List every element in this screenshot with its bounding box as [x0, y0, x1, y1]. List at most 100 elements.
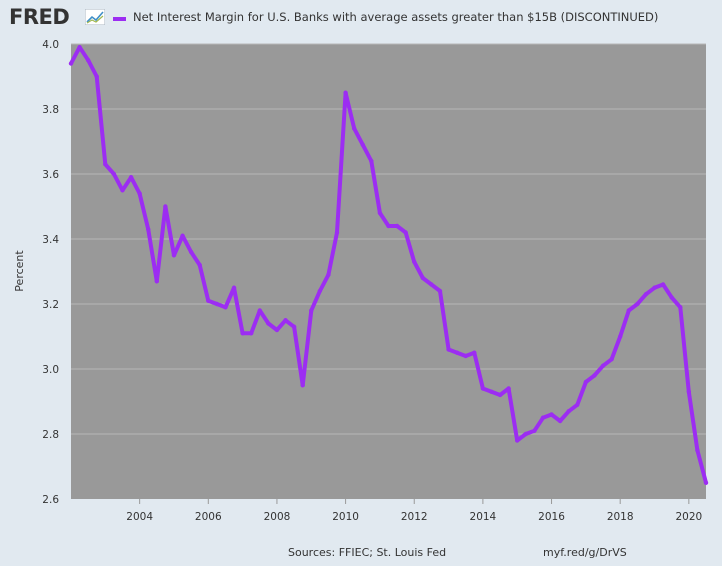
- y-tick-label: 3.8: [42, 104, 59, 116]
- data-point[interactable]: [429, 282, 434, 287]
- data-point[interactable]: [274, 327, 280, 333]
- data-point[interactable]: [515, 438, 520, 443]
- legend-swatch: [113, 17, 126, 21]
- data-point[interactable]: [600, 363, 606, 368]
- y-tick-label: 2.6: [42, 494, 59, 506]
- data-point[interactable]: [103, 162, 108, 167]
- data-point[interactable]: [403, 230, 408, 235]
- data-point[interactable]: [446, 347, 451, 352]
- data-point[interactable]: [420, 275, 426, 281]
- data-point[interactable]: [703, 480, 709, 485]
- data-point[interactable]: [472, 350, 477, 355]
- data-point[interactable]: [557, 418, 563, 424]
- data-point[interactable]: [360, 142, 365, 147]
- x-axis: 2004 2006 2008 2010 2012 2014 2016 2018 2020: [126, 499, 702, 523]
- gridlines: [71, 43, 706, 435]
- data-point[interactable]: [566, 409, 571, 414]
- data-point[interactable]: [68, 61, 74, 66]
- data-point[interactable]: [643, 292, 649, 297]
- data-point[interactable]: [223, 305, 228, 310]
- data-point[interactable]: [412, 259, 417, 264]
- data-point[interactable]: [660, 282, 666, 287]
- data-point[interactable]: [317, 288, 323, 294]
- data-point[interactable]: [171, 253, 177, 258]
- data-point[interactable]: [240, 331, 245, 336]
- data-point[interactable]: [617, 334, 623, 339]
- data-point[interactable]: [652, 285, 657, 290]
- chart-trend-icon: [85, 9, 105, 25]
- data-point[interactable]: [635, 301, 640, 307]
- data-point[interactable]: [669, 295, 674, 300]
- x-tick-label: 2010: [332, 511, 359, 523]
- data-point[interactable]: [506, 386, 511, 391]
- data-point[interactable]: [351, 126, 357, 131]
- data-point[interactable]: [111, 171, 117, 177]
- chart-header: FRED Net Interest Margin for U.S. Banks …: [0, 0, 722, 36]
- data-point[interactable]: [343, 90, 348, 95]
- data-point[interactable]: [231, 285, 237, 290]
- fred-logo[interactable]: FRED: [9, 5, 70, 29]
- series-layer: [68, 45, 709, 485]
- y-tick-label: 4.0: [42, 39, 59, 51]
- y-tick-label: 2.8: [42, 429, 59, 441]
- data-point[interactable]: [454, 350, 460, 355]
- data-point[interactable]: [206, 298, 211, 303]
- x-tick-label: 2004: [126, 511, 153, 523]
- data-point[interactable]: [575, 402, 580, 407]
- data-point[interactable]: [686, 389, 692, 394]
- y-tick-label: 3.2: [42, 299, 59, 311]
- data-point[interactable]: [188, 249, 194, 255]
- data-point[interactable]: [678, 305, 683, 310]
- data-point[interactable]: [394, 223, 400, 229]
- data-point[interactable]: [291, 324, 297, 329]
- data-point[interactable]: [437, 288, 443, 294]
- y-axis: 2.6 2.8 3.0 3.2 3.4 3.6 3.8 4.0: [42, 39, 59, 506]
- plot-area: [71, 44, 706, 499]
- data-point[interactable]: [128, 175, 134, 180]
- data-point[interactable]: [180, 233, 185, 238]
- line-chart[interactable]: 2.6 2.8 3.0 3.2 3.4 3.6 3.8 4.0 2004 2006 2008 201…: [0, 0, 722, 540]
- x-tick-label: 2016: [538, 511, 565, 523]
- data-point[interactable]: [463, 353, 468, 359]
- data-point[interactable]: [626, 308, 631, 313]
- data-point[interactable]: [592, 373, 597, 378]
- data-point[interactable]: [146, 227, 151, 232]
- data-point[interactable]: [257, 308, 262, 313]
- data-point[interactable]: [326, 272, 331, 277]
- data-point[interactable]: [369, 158, 374, 164]
- short-url-link[interactable]: myf.red/g/DrVS: [543, 546, 627, 559]
- data-point[interactable]: [85, 58, 91, 63]
- data-point[interactable]: [609, 357, 614, 362]
- data-point[interactable]: [266, 321, 271, 326]
- x-tick-label: 2012: [401, 511, 428, 523]
- data-point[interactable]: [283, 318, 288, 323]
- data-point[interactable]: [197, 262, 202, 268]
- data-point[interactable]: [377, 210, 383, 216]
- data-point[interactable]: [489, 389, 494, 394]
- data-point[interactable]: [695, 448, 700, 453]
- data-point[interactable]: [77, 45, 82, 50]
- data-point[interactable]: [480, 386, 486, 391]
- data-point[interactable]: [94, 74, 99, 79]
- y-tick-label: 3.6: [42, 169, 59, 181]
- data-point[interactable]: [583, 379, 589, 385]
- data-point[interactable]: [120, 188, 125, 193]
- data-point[interactable]: [214, 301, 220, 307]
- data-point[interactable]: [154, 279, 160, 284]
- x-tick-label: 2014: [470, 511, 497, 523]
- data-point[interactable]: [163, 204, 168, 209]
- data-point[interactable]: [549, 412, 554, 417]
- data-point[interactable]: [540, 415, 546, 420]
- data-point[interactable]: [249, 331, 254, 336]
- data-point[interactable]: [334, 230, 340, 235]
- data-point[interactable]: [137, 191, 142, 196]
- data-point[interactable]: [497, 392, 503, 398]
- data-point[interactable]: [523, 431, 528, 437]
- data-point[interactable]: [532, 428, 537, 433]
- data-point[interactable]: [386, 223, 391, 229]
- x-tick-label: 2006: [195, 511, 222, 523]
- data-point[interactable]: [309, 308, 314, 313]
- y-tick-label: 3.0: [42, 364, 59, 376]
- sources-text: Sources: FFIEC; St. Louis Fed: [288, 546, 447, 559]
- data-point[interactable]: [300, 383, 305, 388]
